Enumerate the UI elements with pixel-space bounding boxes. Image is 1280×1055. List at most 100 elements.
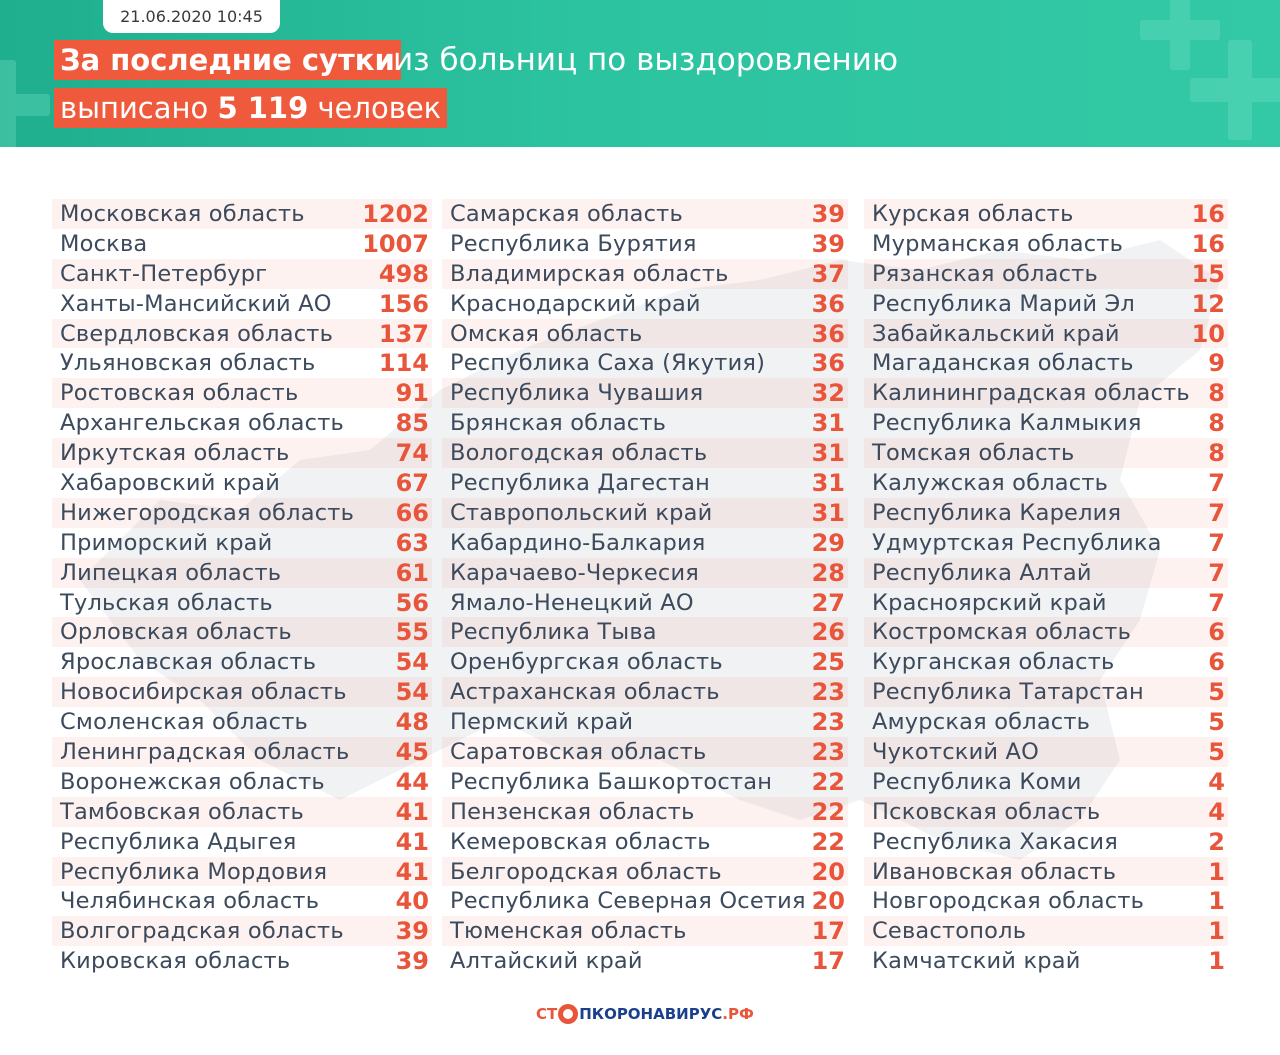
discharged-count: 91 [395, 379, 429, 408]
header-banner: 21.06.2020 10:45 За последние сутки из б… [0, 0, 1280, 147]
table-row: Ямало-Ненецкий АО 27 [442, 588, 848, 618]
discharged-count: 55 [395, 618, 429, 647]
table-row: Республика Саха (Якутия) 36 [442, 348, 848, 378]
discharged-count: 7 [1208, 588, 1225, 617]
region-name: Тюменская область [450, 918, 687, 945]
region-name: Ставропольский край [450, 499, 713, 526]
discharged-count: 39 [811, 199, 845, 228]
region-name: Пермский край [450, 709, 634, 736]
region-name: Алтайский край [450, 948, 643, 975]
region-name: Саратовская область [450, 738, 707, 765]
region-name: Амурская область [872, 709, 1091, 736]
table-row: Республика Тыва 26 [442, 617, 848, 648]
table-row: Самарская область 39 [442, 199, 848, 229]
discharged-count: 31 [811, 468, 845, 497]
discharged-count: 27 [811, 588, 845, 617]
discharged-count: 1 [1208, 887, 1225, 916]
region-name: Республика Дагестан [450, 469, 711, 496]
region-name: Республика Чувашия [450, 380, 704, 407]
table-row: Ивановская область 1 [864, 856, 1228, 887]
discharged-count: 23 [811, 737, 845, 766]
region-name: Рязанская область [872, 260, 1098, 287]
region-name: Липецкая область [60, 559, 282, 586]
discharged-count: 44 [395, 767, 429, 796]
table-row: Москва 1007 [52, 229, 432, 259]
table-row: Красноярский край 7 [864, 588, 1228, 618]
discharged-count: 6 [1208, 618, 1225, 647]
table-row: Новосибирская область 54 [52, 677, 432, 708]
region-name: Вологодская область [450, 440, 708, 467]
region-name: Курганская область [872, 649, 1115, 676]
virus-icon [558, 1004, 579, 1024]
table-row: Пензенская область 22 [442, 796, 848, 827]
region-name: Приморский край [60, 529, 273, 556]
discharged-count: 54 [395, 648, 429, 677]
region-name: Смоленская область [60, 709, 308, 736]
table-row: Кабардино-Балкария 29 [442, 528, 848, 558]
table-row: Республика Мордовия 41 [52, 856, 432, 887]
region-name: Омская область [450, 320, 643, 347]
headline-rest: из больниц по выздоровлению [393, 42, 899, 78]
discharged-count: 63 [395, 528, 429, 557]
table-row: Краснодарский край 36 [442, 289, 848, 319]
discharged-count: 12 [1191, 289, 1225, 318]
table-row: Архангельская область 85 [52, 408, 432, 438]
table-row: Курганская область 6 [864, 647, 1228, 677]
date-label: 21.06.2020 10:45 [103, 0, 280, 33]
region-name: Архангельская область [60, 410, 344, 437]
stopcoronavirus-logo: СТ ПКОРОНАВИРУС .РФ [536, 999, 754, 1029]
region-name: Калининградская область [872, 380, 1190, 407]
table-row: Липецкая область 61 [52, 557, 432, 588]
discharged-count: 8 [1208, 439, 1225, 468]
region-name: Астраханская область [450, 679, 720, 706]
region-name: Томская область [872, 440, 1075, 467]
headline-suffix: человек [317, 91, 442, 125]
table-row: Забайкальский край 10 [864, 318, 1228, 349]
region-name: Брянская область [450, 410, 667, 437]
discharged-count: 28 [811, 558, 845, 587]
table-row: Челябинская область 40 [52, 886, 432, 916]
table-row: Ставропольский край 31 [442, 497, 848, 528]
discharged-count: 1 [1208, 917, 1225, 946]
discharged-count: 17 [811, 917, 845, 946]
discharged-count: 23 [811, 678, 845, 707]
discharged-count: 4 [1208, 767, 1225, 796]
discharged-count: 7 [1208, 558, 1225, 587]
discharged-count: 9 [1208, 349, 1225, 378]
table-row: Республика Калмыкия 8 [864, 408, 1228, 438]
headline-highlight: За последние сутки [54, 40, 401, 80]
table-row: Омская область 36 [442, 318, 848, 349]
table-row: Республика Алтай 7 [864, 557, 1228, 588]
table-row: Магаданская область 9 [864, 348, 1228, 378]
region-name: Республика Алтай [872, 559, 1092, 586]
discharged-count: 67 [395, 468, 429, 497]
table-row: Тюменская область 17 [442, 916, 848, 947]
table-row: Кемеровская область 22 [442, 827, 848, 857]
table-row: Ханты-Мансийский АО 156 [52, 289, 432, 319]
discharged-count: 29 [811, 528, 845, 557]
region-name: Нижегородская область [60, 499, 355, 526]
column-2: Самарская область 39 Республика Бурятия 39 В… [442, 199, 848, 976]
region-name: Ростовская область [60, 380, 299, 407]
region-name: Удмуртская Республика [872, 529, 1162, 556]
table-row: Орловская область 55 [52, 617, 432, 648]
table-row: Свердловская область 137 [52, 318, 432, 349]
region-name: Владимирская область [450, 260, 729, 287]
table-row: Калининградская область 8 [864, 378, 1228, 409]
region-name: Санкт-Петербург [60, 260, 268, 287]
table-row: Хабаровский край 67 [52, 468, 432, 498]
discharged-count: 10 [1191, 319, 1225, 348]
table-row: Ульяновская область 114 [52, 348, 432, 378]
region-name: Республика Бурятия [450, 230, 697, 257]
discharged-count: 54 [395, 678, 429, 707]
table-row: Амурская область 5 [864, 707, 1228, 737]
region-name: Ивановская область [872, 858, 1117, 885]
region-name: Республика Тыва [450, 619, 657, 646]
region-name: Кабардино-Балкария [450, 529, 706, 556]
region-name: Тульская область [60, 589, 273, 616]
logo-text-part3: .РФ [722, 1005, 754, 1023]
region-name: Курская область [872, 200, 1074, 227]
discharged-count: 20 [811, 857, 845, 886]
region-name: Воронежская область [60, 768, 325, 795]
table-row: Республика Карелия 7 [864, 497, 1228, 528]
